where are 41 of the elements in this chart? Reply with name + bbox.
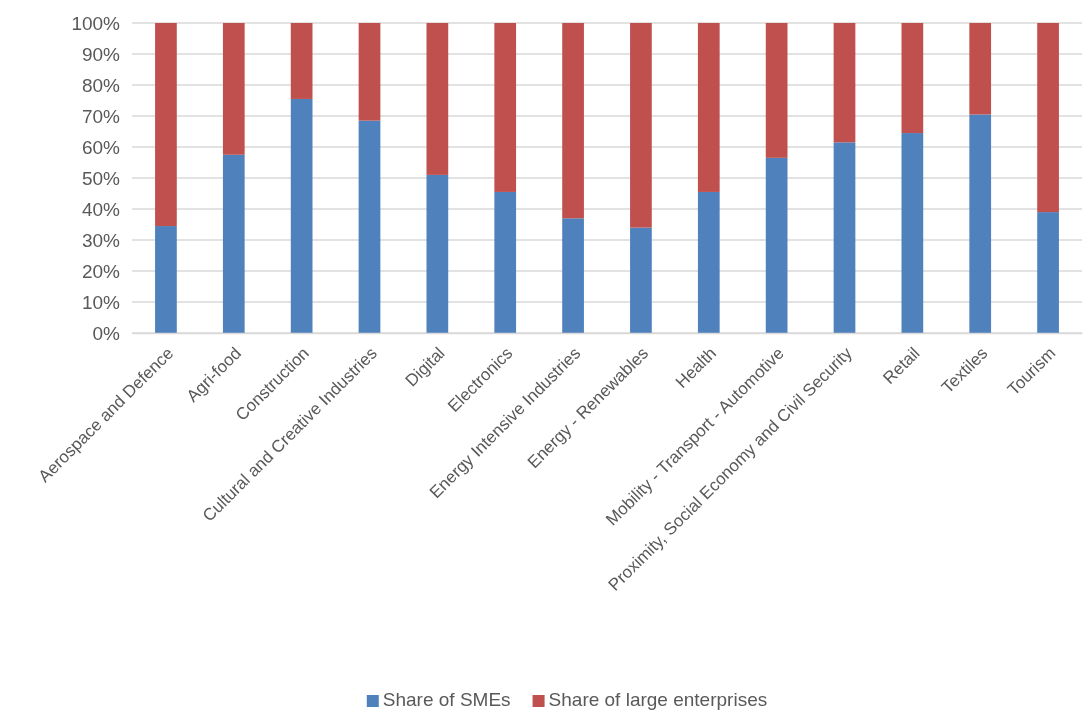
bar <box>969 23 992 115</box>
y-tick-label: 90% <box>81 43 121 65</box>
y-tick-label: 40% <box>81 198 121 220</box>
y-tick-label: 0% <box>92 322 121 344</box>
y-tick-label: 70% <box>81 105 121 127</box>
bar <box>290 23 313 99</box>
bar <box>697 23 720 192</box>
bar <box>155 23 177 227</box>
bar <box>358 23 381 121</box>
bar <box>901 133 924 333</box>
bar <box>901 23 924 134</box>
bar <box>630 227 652 333</box>
bar <box>697 191 720 333</box>
bar <box>155 226 177 333</box>
bar <box>765 157 788 333</box>
bar <box>765 23 788 158</box>
y-tick-label: 10% <box>81 291 121 313</box>
bar <box>562 23 584 219</box>
y-tick-label: 80% <box>81 74 121 96</box>
bar <box>833 23 856 143</box>
y-tick-label: 60% <box>81 136 121 158</box>
bar <box>630 23 652 228</box>
y-tick-label: 50% <box>81 167 121 189</box>
y-tick-label: 100% <box>71 12 121 34</box>
bar <box>1037 212 1059 333</box>
bar <box>494 23 517 192</box>
bar <box>562 218 584 333</box>
legend-label: Share of SMEs <box>382 689 511 710</box>
bar <box>290 98 313 333</box>
bar <box>426 23 449 175</box>
y-tick-label: 30% <box>81 229 121 251</box>
y-tick-label: 20% <box>81 260 121 282</box>
bar <box>222 23 245 155</box>
bar <box>833 142 856 333</box>
bar <box>1037 23 1059 213</box>
legend-label: Share of large enterprises <box>548 689 768 710</box>
bar <box>358 120 381 333</box>
bar <box>494 191 517 333</box>
bar <box>426 174 449 333</box>
bar <box>222 154 245 333</box>
bar <box>969 114 992 333</box>
